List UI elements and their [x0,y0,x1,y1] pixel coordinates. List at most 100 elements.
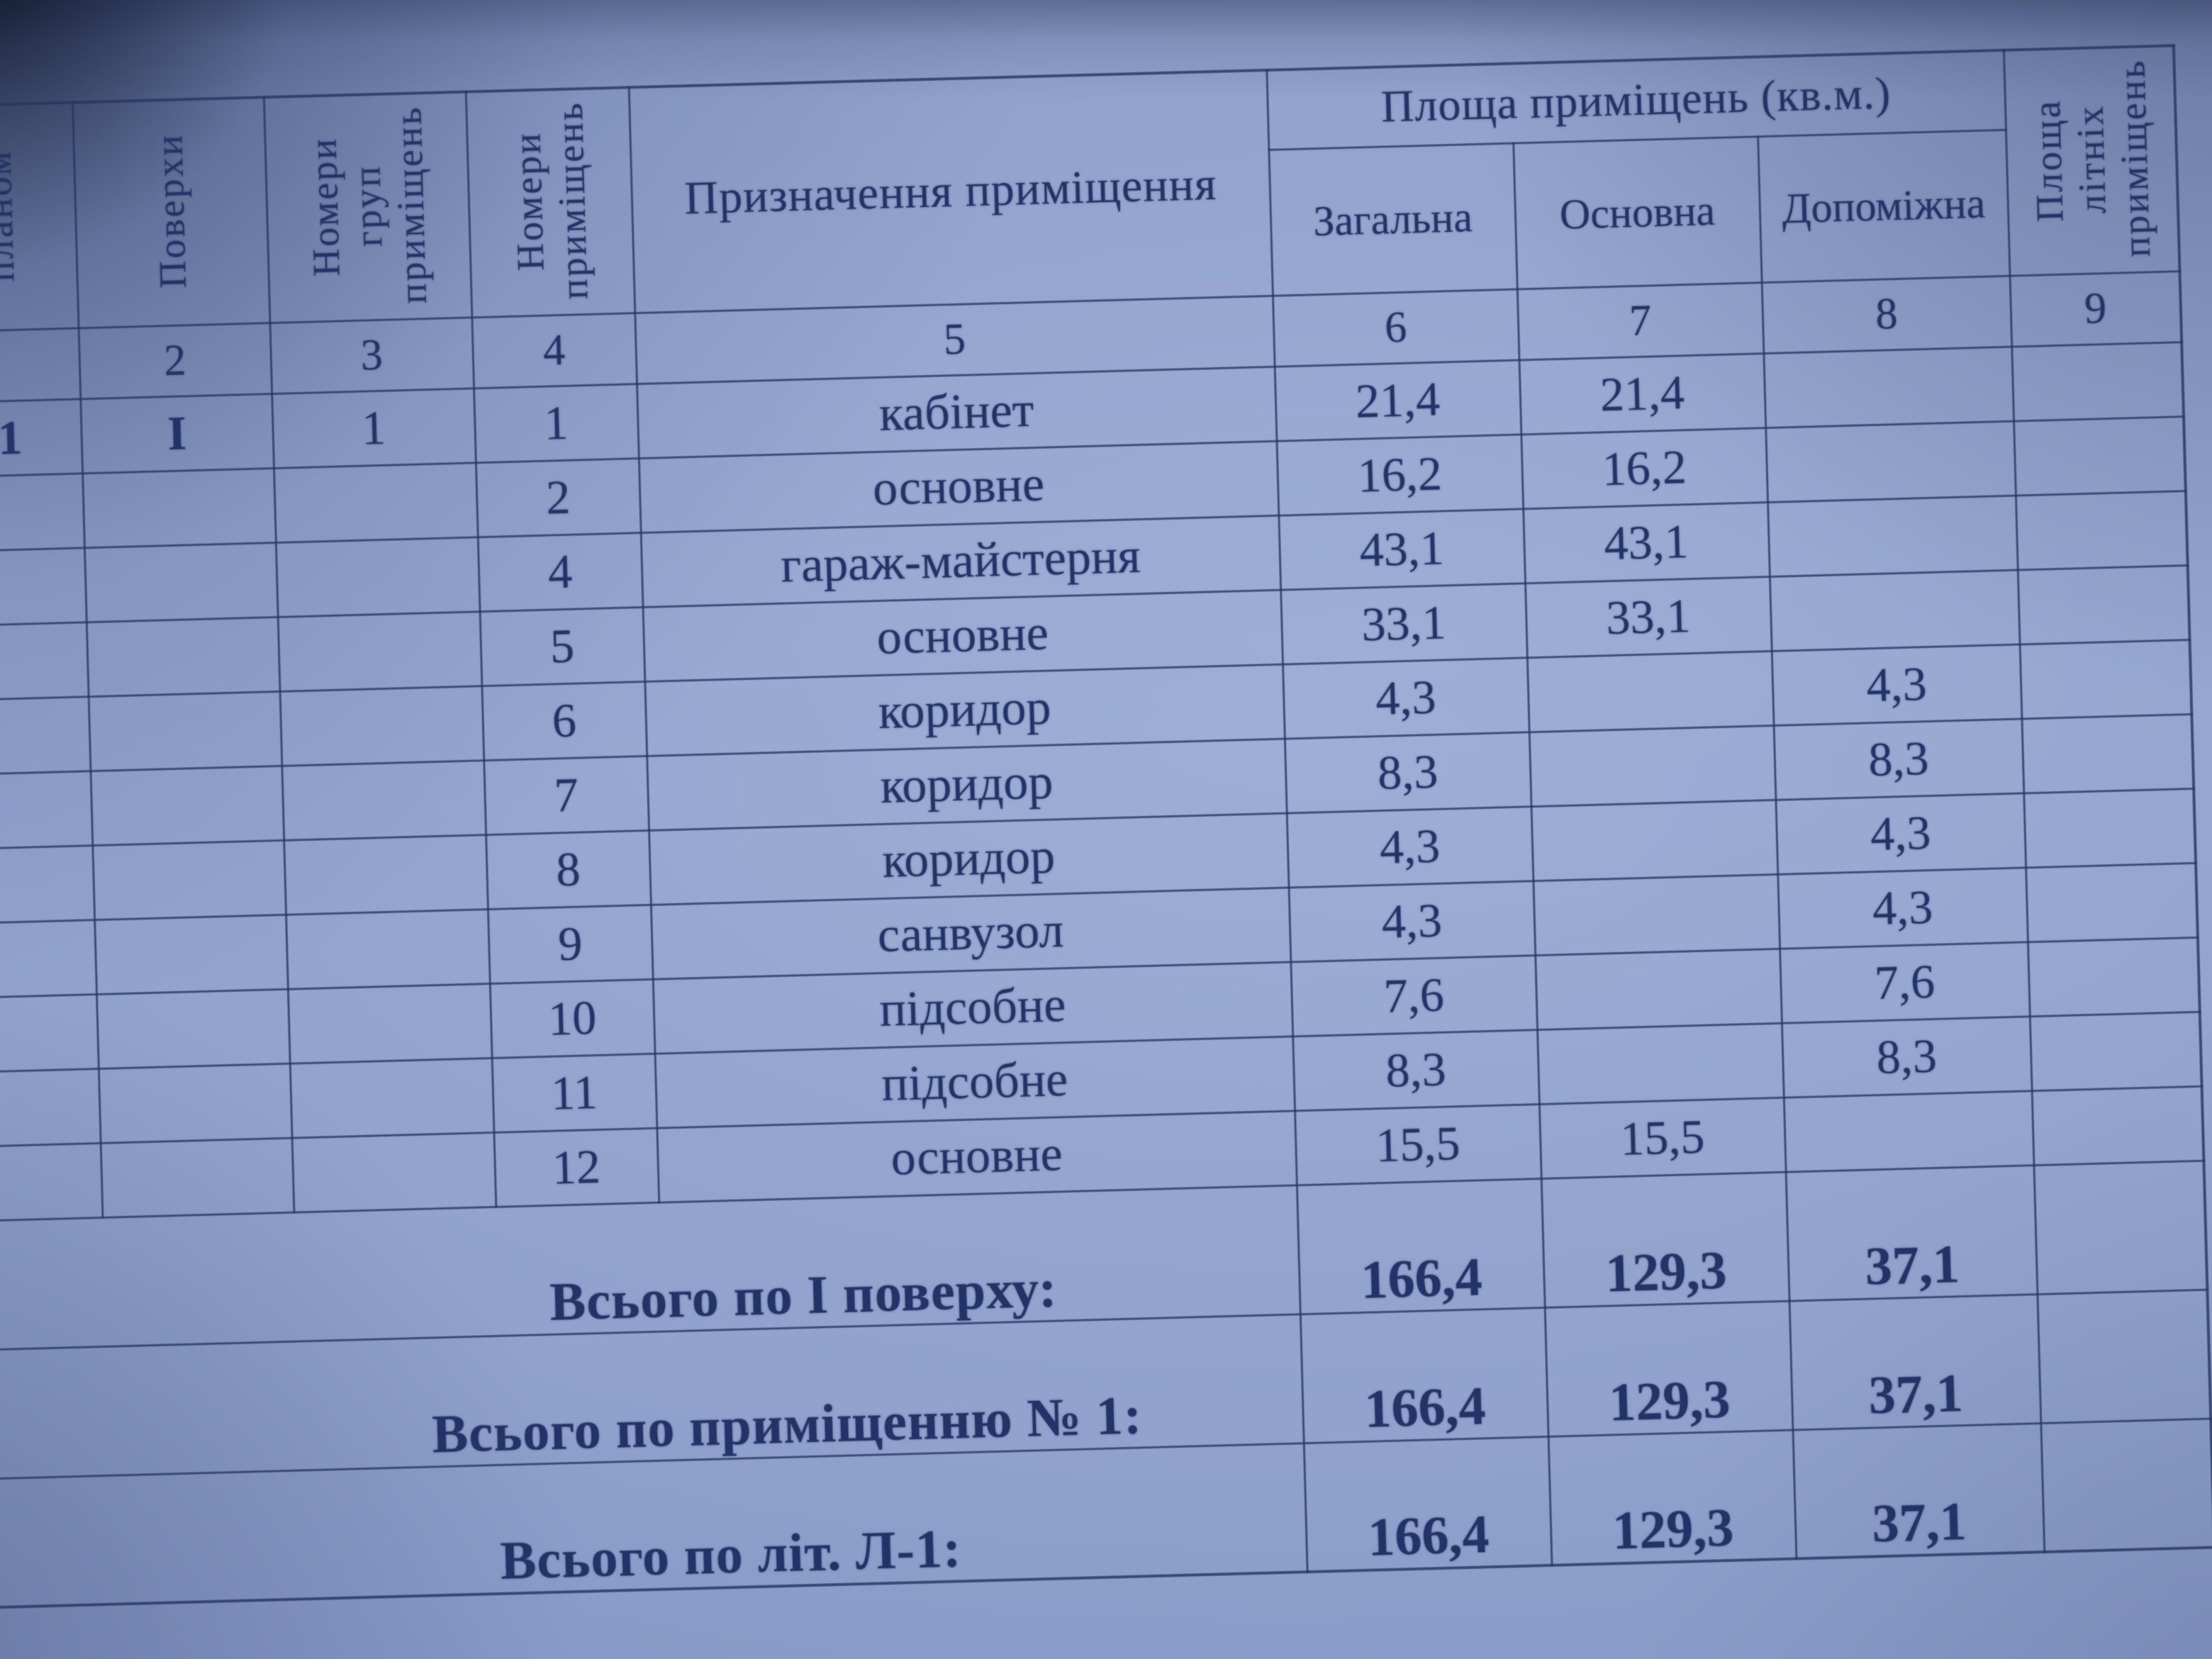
cell-room-number: 2 [475,458,641,537]
cell-main: 16,2 [1521,428,1768,509]
cell-main [1531,799,1778,881]
cell-letter: Л-1 [0,398,83,479]
header-summer-area: Площа літніх приміщень [2003,45,2180,276]
cell-floor [86,616,280,697]
cell-aux: 4,3 [1771,644,2022,725]
column-number: 6 [1272,289,1519,367]
column-number: 1 [0,328,81,404]
totals-premises-summer [2037,1289,2211,1424]
totals-floor-summer [2033,1160,2208,1295]
cell-room-number: 4 [477,532,643,612]
cell-main [1535,948,1782,1030]
cell-total: 43,1 [1278,508,1526,590]
cell-floor [92,839,286,920]
cell-main: 33,1 [1525,576,1772,658]
totals-letter-main: 129,3 [1548,1429,1797,1565]
cell-summer [2019,639,2192,719]
cell-total: 8,3 [1292,1029,1539,1111]
cell-aux: 8,3 [1773,718,2024,800]
totals-premises-main: 129,3 [1544,1300,1793,1436]
cell-group [291,1132,496,1212]
header-aux-area: Допоміжна [1758,129,2010,283]
cell-floor [84,542,278,622]
cell-letter [0,473,84,553]
cell-group [275,537,480,617]
cell-total: 4,3 [1283,657,1529,739]
cell-floor [96,988,290,1069]
cell-letter [0,771,93,851]
totals-premises-total: 166,4 [1300,1307,1548,1443]
cell-summer [2021,713,2194,793]
header-room-numbers: Номери приміщень [465,87,635,318]
totals-letter-summer [2040,1418,2212,1553]
cell-group [284,834,488,915]
totals-floor-main: 129,3 [1541,1171,1789,1307]
header-letter-by-plan: Літер за планом [0,102,79,333]
header-group-numbers: Номери груп приміщень [263,91,472,323]
cell-aux [1783,1090,2034,1172]
cell-summer [2031,1085,2204,1166]
cell-floor [98,1063,292,1143]
cell-total: 7,6 [1290,955,1538,1037]
header-room-numbers-label: Номери приміщень [505,100,596,301]
cell-summer [2029,1011,2202,1091]
header-main-area: Основна [1513,136,1762,289]
cell-floor [88,691,282,771]
totals-letter-total: 166,4 [1303,1436,1552,1573]
cell-main [1533,873,1780,956]
cell-main: 43,1 [1523,502,1770,583]
cell-group [289,1057,494,1138]
cell-letter [0,1068,101,1149]
cell-group [277,611,482,691]
cell-main [1526,650,1774,732]
totals-floor-total: 166,4 [1296,1178,1545,1314]
cell-total: 4,3 [1286,806,1534,888]
cell-group [281,760,486,840]
totals-floor-aux: 37,1 [1785,1165,2038,1301]
cell-letter [0,920,96,1000]
header-letter-by-plan-label: Літер за планом [0,148,23,283]
cell-total: 15,5 [1295,1104,1541,1185]
cell-letter [0,1142,103,1223]
cell-summer [2013,416,2186,496]
cell-aux: 7,6 [1780,942,2030,1023]
header-total-area: Загальна [1268,143,1517,296]
cell-letter [0,696,91,776]
cell-floor [94,914,288,995]
cell-summer [2015,491,2188,570]
room-area-table: Літер за планом Поверхи Номери груп прим… [0,44,2212,1611]
cell-aux [1767,495,2018,576]
cell-room-number: 11 [491,1053,657,1132]
cell-total: 4,3 [1288,881,1536,962]
document-paper: Літер за планом Поверхи Номери груп прим… [0,44,2212,1611]
totals-premises-aux: 37,1 [1789,1294,2041,1430]
cell-main: 15,5 [1538,1097,1786,1179]
cell-main [1529,725,1776,807]
cell-total: 21,4 [1274,359,1521,441]
cell-group: 1 [272,388,476,469]
cell-room-number: 8 [486,830,651,910]
cell-total: 33,1 [1280,583,1527,664]
cell-summer [2023,788,2196,868]
cell-total: 16,2 [1276,434,1524,515]
header-room-purpose: Призначення приміщення [628,69,1273,313]
table-body: Л-1 І 1 1 кабінет 21,4 21,4 2 основне [0,342,2212,1610]
cell-aux: 8,3 [1781,1016,2032,1097]
cell-summer [2017,565,2190,644]
cell-main [1537,1022,1784,1105]
cell-summer [2026,862,2198,942]
cell-group [279,686,484,766]
cell-letter [0,994,99,1074]
cell-room-number: 10 [489,978,655,1058]
header-floors-label: Поверхи [147,133,194,289]
cell-group [274,462,478,542]
cell-floor [90,765,284,846]
cell-room-number: 5 [479,607,645,686]
cell-aux: 4,3 [1775,793,2026,874]
cell-aux: 4,3 [1777,867,2028,949]
cell-floor: І [80,393,274,474]
cell-room-number: 9 [487,904,653,984]
cell-aux [1769,569,2020,651]
cell-floor [100,1137,294,1217]
cell-aux [1763,346,2014,428]
